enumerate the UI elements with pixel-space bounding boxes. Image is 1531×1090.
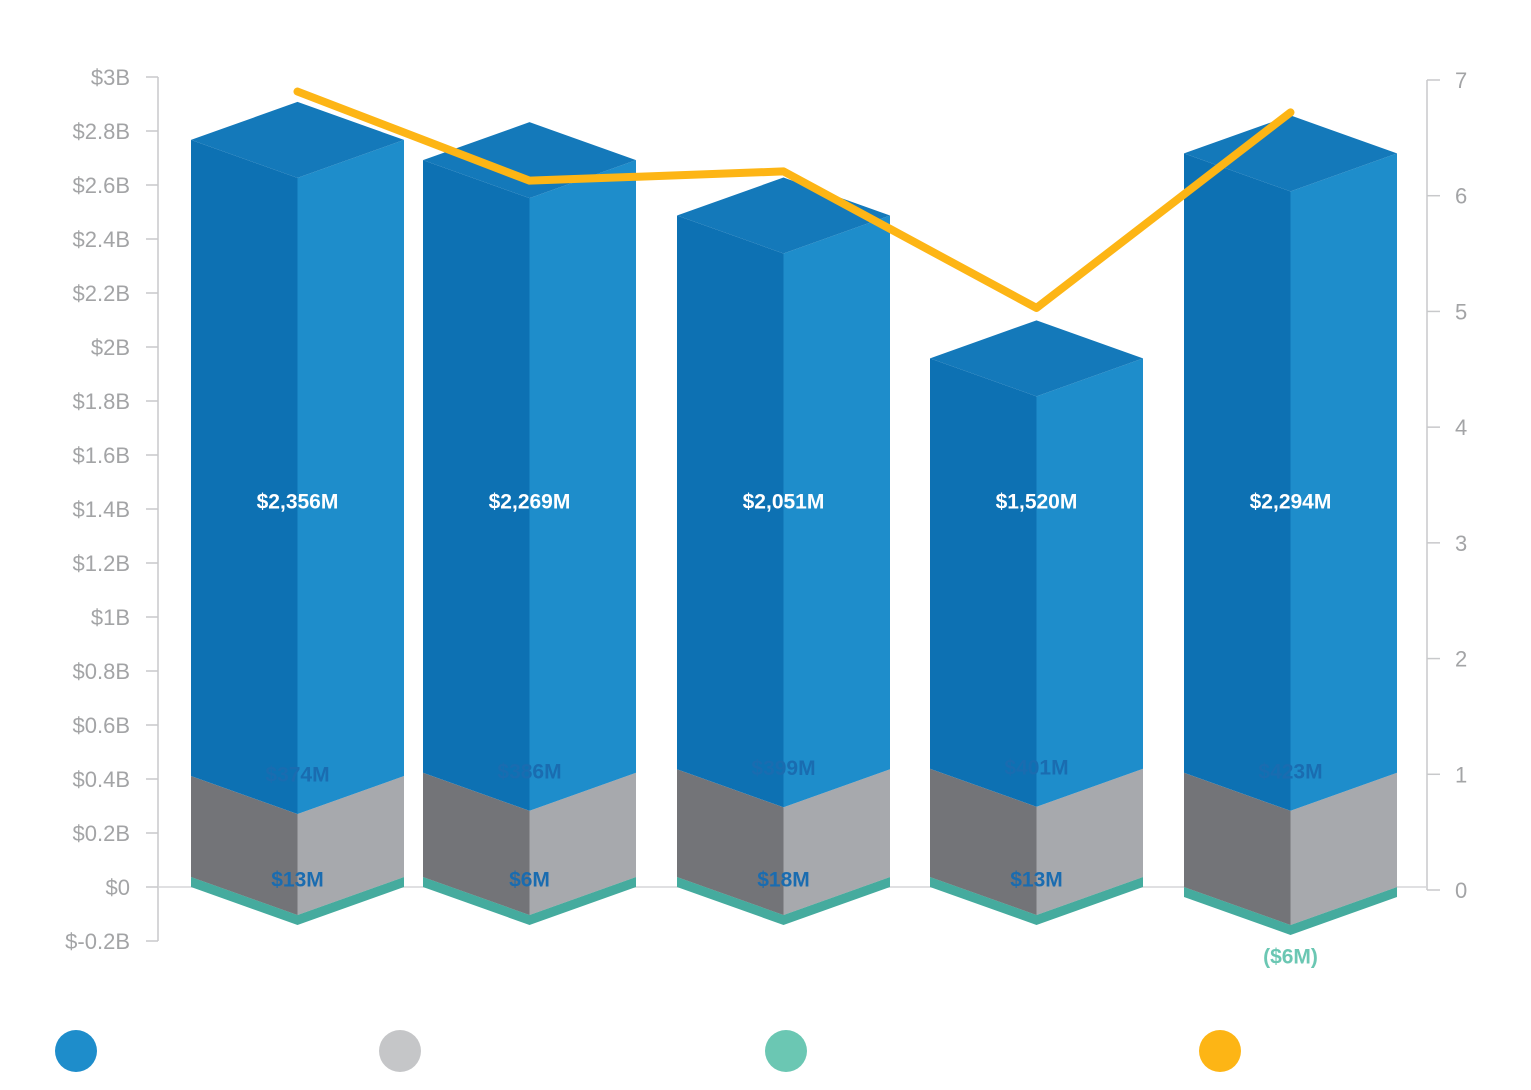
left-axis-tick-label: $-0.2B [65,929,130,954]
left-axis-tick-label: $1.2B [73,551,131,576]
right-axis-tick-label: 2 [1455,647,1467,672]
left-axis-tick-label: $0 [106,875,130,900]
right-axis-tick-label: 4 [1455,415,1467,440]
bar-blue [423,122,636,811]
left-axis-tick-label: $1.4B [73,497,131,522]
bar-teal-left-face [191,877,298,925]
bar-blue-top-face [191,101,404,178]
bar-gray-label: $401M [1004,756,1068,779]
bar-blue-label: $2,294M [1250,491,1332,514]
bar-blue-label: $1,520M [996,491,1078,514]
legend-swatch [55,1030,97,1072]
left-axis-tick-label: $1.8B [73,389,131,414]
bar-teal-right-face [783,877,890,925]
bar-teal-label: $18M [757,869,810,892]
bar-gray-left-face [677,769,784,915]
left-axis-tick-label: $0.8B [73,659,131,684]
bar-blue-label: $2,051M [743,491,825,514]
left-axis-tick-label: $2B [91,335,130,360]
bar-blue-left-face [1184,153,1291,811]
bar-blue-right-face [1290,153,1397,811]
left-axis-tick-label: $3B [91,65,130,90]
bar-gray-label: $374M [265,764,329,787]
bar-blue-left-face [930,358,1037,807]
bar-blue-left-face [423,160,530,811]
legend-swatch [1199,1030,1241,1072]
bar-teal-right-face [1036,877,1143,925]
bar-blue-right-face [297,139,404,815]
bar-gray-right-face [529,772,636,915]
bar-teal-right-face [297,877,404,925]
bar-gray-left-face [423,772,530,915]
line-point [1289,111,1292,114]
bar-blue-top-face [930,320,1143,397]
right-axis-tick-label: 6 [1455,184,1467,209]
right-axis-tick-label: 0 [1455,878,1467,903]
bar-teal-left-face [423,877,530,925]
bar-blue-top-face [1184,115,1397,192]
bar-blue [930,320,1143,807]
bar-blue-right-face [529,160,636,811]
bar-blue [677,177,890,808]
left-axis-tick-label: $2.8B [73,119,131,144]
bar-gray-right-face [297,776,404,915]
bar-blue-left-face [677,215,784,808]
line-point [528,179,531,182]
bar-teal-label: $13M [271,869,324,892]
right-axis-tick-label: 5 [1455,299,1467,324]
bar-teal-label: ($6M) [1263,946,1318,969]
bar-gray-label: $386M [497,760,561,783]
bar-blue-label: $2,269M [489,491,571,514]
bar-teal-left-face [930,877,1037,925]
line-point [296,90,299,93]
left-axis-tick-label: $0.2B [73,821,131,846]
bar-gray-left-face [191,776,298,915]
bar-blue-left-face [191,139,298,815]
right-axis-tick-label: 3 [1455,531,1467,556]
bar-gray-right-face [1290,772,1397,925]
bar-teal-left-face [677,877,784,925]
bar-gray-left-face [930,768,1037,915]
right-axis-tick-label: 7 [1455,68,1467,93]
bar-teal-left-face [1184,887,1291,935]
bar-gray-label: $423M [1258,760,1322,783]
bar-teal-right-face [529,877,636,925]
bar-gray-right-face [1036,768,1143,915]
bar-blue-right-face [783,215,890,808]
bar-gray-label: $399M [751,757,815,780]
right-axis-tick-label: 1 [1455,762,1467,787]
left-axis-tick-label: $2.4B [73,227,131,252]
left-axis-tick-label: $0.4B [73,767,131,792]
bar-gray-left-face [1184,772,1291,925]
bar-gray-right-face [783,769,890,915]
legend-swatch [765,1030,807,1072]
legend-swatch [379,1030,421,1072]
left-axis-tick-label: $0.6B [73,713,131,738]
left-axis-tick-label: $1.6B [73,443,131,468]
left-axis-tick-label: $2.6B [73,173,131,198]
bar-teal-label: $6M [509,869,550,892]
line-point [782,170,785,173]
left-axis-tick-label: $2.2B [73,281,131,306]
bar-blue-label: $2,356M [257,491,339,514]
bar-teal-right-face [1290,887,1397,935]
bar-blue [1184,115,1397,811]
bar-blue-right-face [1036,358,1143,807]
line-point [1035,306,1038,309]
bar-blue [191,101,404,815]
bar-teal-label: $13M [1010,869,1063,892]
left-axis-tick-label: $1B [91,605,130,630]
